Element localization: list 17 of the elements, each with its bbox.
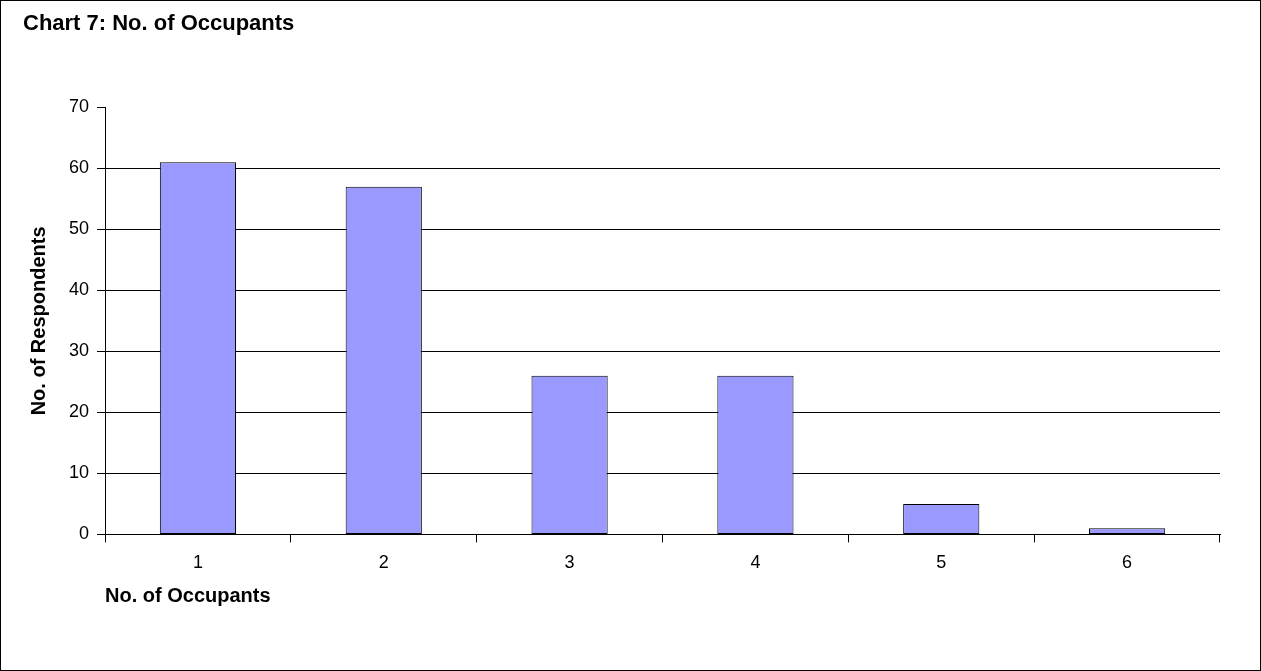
x-tick-label: 4	[750, 552, 761, 573]
x-tick-label: 1	[192, 552, 203, 573]
y-tick-label: 30	[68, 340, 90, 361]
x-tick-label: 2	[378, 552, 389, 573]
chart-title: Chart 7: No. of Occupants	[23, 10, 295, 36]
y-tick-label: 0	[79, 523, 90, 544]
y-tick-label: 40	[68, 279, 90, 300]
x-tick-label: 5	[936, 552, 947, 573]
y-tick-label: 70	[68, 96, 90, 117]
x-tick-label: 3	[564, 552, 575, 573]
y-tick-label: 10	[68, 462, 90, 483]
y-axis-title: No. of Respondents	[26, 226, 49, 416]
y-tick-label: 60	[68, 157, 90, 178]
x-tick-label: 6	[1122, 552, 1133, 573]
y-tick-label: 20	[68, 401, 90, 422]
x-axis-title: No. of Occupants	[105, 583, 271, 606]
y-tick-label: 50	[68, 218, 90, 239]
